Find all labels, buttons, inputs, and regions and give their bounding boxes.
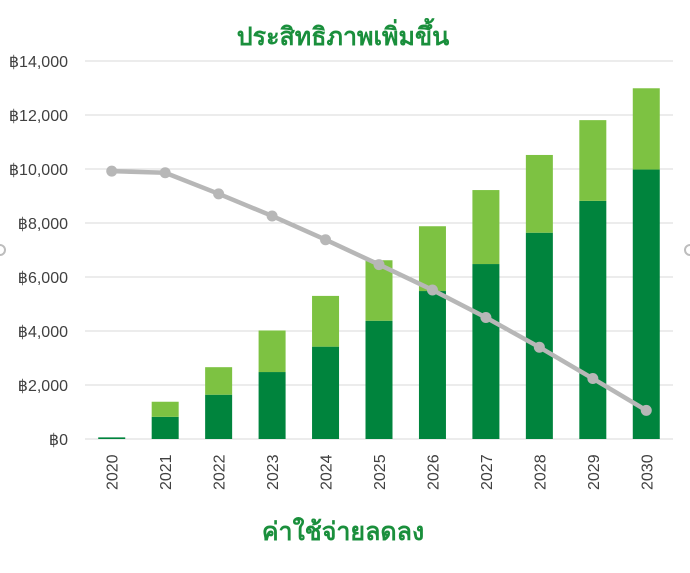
x-tick-label: 2026 [425,454,442,490]
y-tick-label: ฿2,000 [18,378,68,395]
trend-line-point [480,312,492,323]
trend-line-point [266,210,278,222]
bar-segment-top [312,295,340,347]
chart-title: ประสิทธิภาพเพิ่มขึ้น [237,17,449,51]
trend-line-point [213,188,225,200]
bar-segment-top [632,88,660,170]
bar-segment-base [525,232,553,439]
bar-segment-base [151,416,179,439]
y-tick-label: ฿12,000 [9,108,68,125]
bar-segment-base [365,320,393,439]
x-tick-label: 2023 [265,454,282,490]
trend-line-point [106,165,118,177]
trend-line-point [533,341,545,353]
trend-line [106,165,652,416]
trend-line-point [640,404,652,416]
x-axis-ticks: 2020 2021 2022 2023 2024 2025 2026 2027 2028 2029… [105,454,657,490]
y-tick-label: ฿6,000 [18,270,68,287]
bar-segment-top [579,120,607,201]
bar-segment-base [472,264,500,439]
trend-line-point [159,167,171,179]
bar-segment-base [579,200,607,439]
bar-segment-base [312,346,340,439]
y-tick-label: ฿0 [49,432,68,449]
x-tick-label: 2027 [479,454,496,490]
x-tick-label: 2024 [319,454,336,490]
bar-segment-top [151,401,179,417]
x-tick-label: 2030 [639,454,656,490]
x-axis-label: ค่าใช้จ่ายลดลง [262,516,424,546]
right-handle-dot [684,244,690,256]
bar-segment-top [418,226,446,292]
left-handle-dot [0,244,6,256]
bar-segment-top [472,190,500,265]
x-tick-label: 2022 [212,454,229,490]
y-tick-label: ฿8,000 [18,216,68,233]
trend-line-point [587,373,599,385]
trend-line-point [373,259,385,271]
x-tick-label: 2021 [158,454,175,490]
bar-segment-top [258,330,286,373]
x-tick-label: 2025 [372,454,389,490]
bar-segment-base [632,169,660,440]
y-tick-label: ฿10,000 [9,162,68,179]
bar-segment-base [205,394,233,439]
bar-segment-base [98,437,126,439]
bar-segment-top [205,367,233,395]
y-tick-label: ฿4,000 [18,324,68,341]
x-tick-label: 2028 [532,454,549,490]
trend-line-point [320,234,332,246]
x-tick-label: 2020 [105,454,122,490]
trend-line-point [426,284,438,296]
bar-segment-top [525,154,553,233]
y-tick-label: ฿14,000 [9,54,68,71]
x-tick-label: 2029 [586,454,603,490]
bars [98,88,660,440]
y-axis-ticks: ฿0 ฿2,000 ฿4,000 ฿6,000 ฿8,000 ฿10,000 ฿12,000… [9,54,68,449]
bar-segment-base [258,372,286,439]
bar-segment-base [418,291,446,439]
